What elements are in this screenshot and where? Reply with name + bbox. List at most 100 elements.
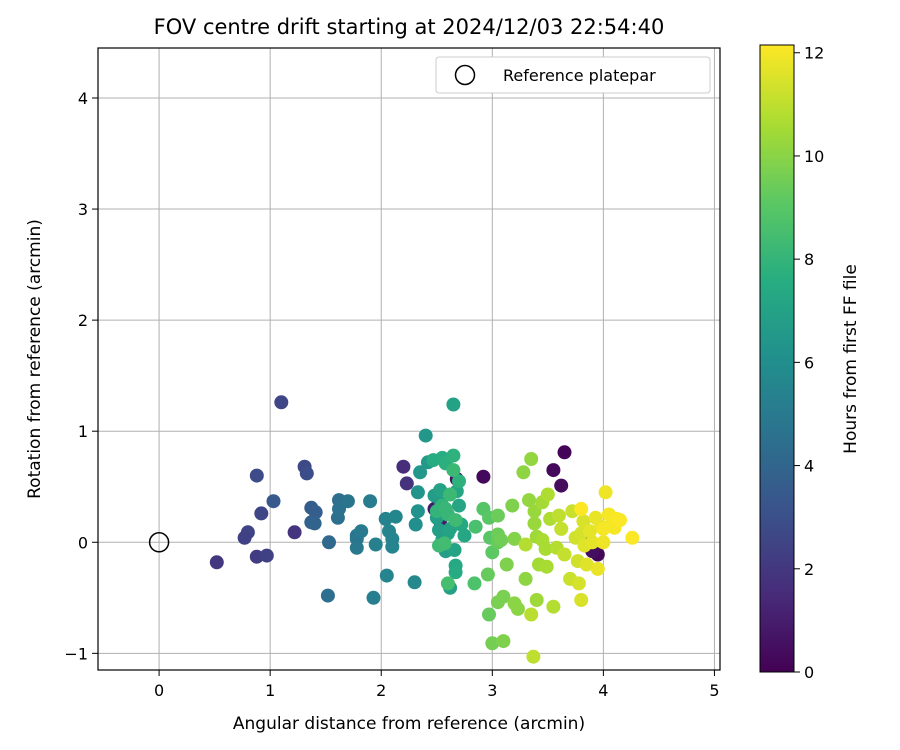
colorbar-tick-label: 4 [804, 457, 814, 476]
scatter-point [590, 561, 605, 576]
y-tick-label: −1 [64, 644, 88, 663]
scatter-point [366, 590, 381, 605]
scatter-point [476, 469, 491, 484]
x-tick-label: 4 [598, 681, 608, 700]
scatter-point [446, 397, 461, 412]
scatter-point [443, 487, 458, 502]
scatter-point [447, 543, 462, 557]
scatter-point [507, 531, 522, 546]
scatter-points [209, 395, 640, 664]
x-axis-ticks: 0 1 2 3 4 5 [154, 670, 720, 700]
scatter-point [448, 565, 463, 580]
colorbar-ticks: 0 2 4 6 8 10 12 [794, 44, 824, 682]
y-tick-label: 0 [78, 533, 88, 552]
scatter-point [516, 465, 531, 480]
scatter-point [526, 649, 541, 664]
scatter-point [368, 537, 383, 552]
scatter-point [596, 521, 611, 536]
scatter-point [307, 516, 322, 531]
scatter-point [557, 445, 572, 460]
scatter-point [485, 636, 500, 651]
scatter-point [448, 513, 463, 528]
scatter-point [259, 548, 274, 563]
legend-reference-marker [454, 64, 476, 86]
scatter-point [396, 459, 411, 474]
scatter-point [410, 504, 425, 519]
scatter-point [576, 514, 591, 529]
scatter-point [496, 634, 511, 649]
scatter-point [299, 466, 314, 481]
scatter-point [518, 537, 533, 552]
scatter-point [546, 599, 561, 614]
scatter-point [249, 468, 264, 483]
chart-title: FOV centre drift starting at 2024/12/03 … [154, 15, 665, 39]
scatter-point [551, 508, 566, 523]
scatter-point [571, 576, 586, 591]
legend-reference-label: Reference platepar [503, 66, 656, 85]
colorbar-tick-label: 8 [804, 250, 814, 269]
scatter-point [494, 533, 509, 547]
colorbar-tick-label: 6 [804, 353, 814, 372]
y-axis-ticks: −1 0 1 2 3 4 [64, 89, 98, 663]
scatter-point [468, 519, 483, 534]
scatter-point [596, 535, 611, 550]
scatter-point [613, 513, 627, 528]
scatter-point [480, 567, 495, 582]
scatter-point [522, 493, 536, 508]
scatter-point [440, 576, 455, 591]
colorbar-tick-label: 10 [804, 147, 824, 166]
x-axis-label: Angular distance from reference (arcmin) [233, 714, 585, 734]
scatter-point [510, 601, 525, 616]
scatter-point [524, 452, 539, 466]
scatter-point [209, 555, 224, 570]
y-tick-label: 1 [78, 422, 88, 441]
colorbar-tick-label: 0 [804, 663, 814, 682]
reference-platepar-marker [148, 532, 170, 553]
scatter-point [452, 474, 466, 489]
scatter-point [625, 530, 640, 545]
scatter-point [499, 557, 514, 572]
scatter-point [585, 535, 600, 550]
scatter-point [554, 478, 569, 493]
scatter-point [254, 506, 269, 521]
scatter-point [518, 571, 533, 586]
scatter-point [527, 516, 542, 531]
scatter-point [410, 485, 425, 500]
y-tick-label: 2 [78, 311, 88, 330]
scatter-point [237, 530, 252, 545]
y-axis-label: Rotation from reference (arcmin) [25, 219, 45, 499]
grid-lines [98, 48, 720, 670]
scatter-point [574, 501, 589, 516]
scatter-point [379, 568, 394, 583]
scatter-point [349, 540, 364, 555]
scatter-point [554, 521, 569, 536]
scatter-point [546, 463, 561, 478]
scatter-point [287, 525, 302, 540]
scatter-point [529, 593, 544, 607]
legend-box [435, 56, 711, 94]
scatter-point [363, 494, 378, 509]
scatter-point [322, 535, 336, 550]
scatter-point [574, 593, 589, 607]
scatter-point [413, 465, 428, 480]
scatter-point [446, 463, 461, 478]
scatter-point [266, 494, 281, 509]
x-tick-label: 0 [154, 681, 164, 700]
colorbar-tick-label: 2 [804, 560, 814, 579]
scatter-point [274, 395, 289, 410]
x-tick-label: 1 [265, 681, 275, 700]
scatter-point [524, 607, 539, 622]
plot-frame [97, 47, 721, 671]
scatter-point [385, 539, 400, 554]
x-tick-label: 5 [709, 681, 719, 700]
scatter-point [340, 494, 355, 509]
scatter-point [598, 485, 613, 500]
scatter-point [539, 559, 554, 574]
scatter-point [418, 428, 433, 443]
y-tick-label: 3 [78, 200, 88, 219]
scatter-point [320, 588, 335, 603]
colorbar-label: Hours from first FF file [841, 264, 861, 454]
scatter-point [457, 528, 472, 543]
scatter-point [490, 508, 505, 523]
